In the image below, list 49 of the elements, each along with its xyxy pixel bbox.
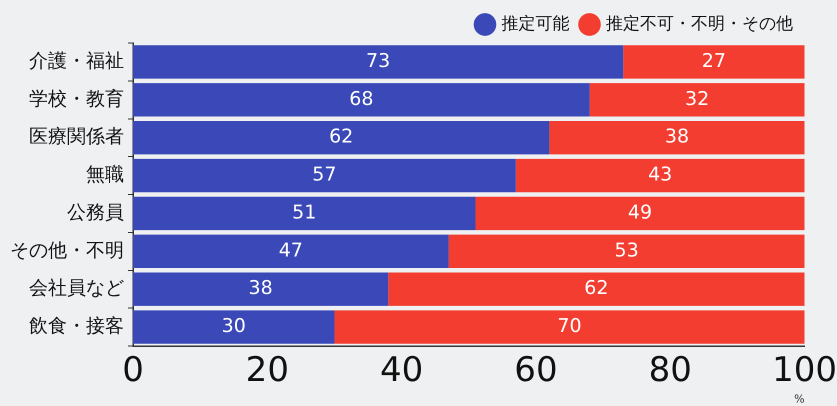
x-tick-label: 40: [380, 350, 424, 390]
bar: [133, 310, 334, 344]
x-tick-label: 20: [246, 350, 289, 390]
x-tick-label: 0: [122, 350, 144, 390]
y-tick-label: 無職: [86, 164, 124, 186]
data-label: 38: [248, 277, 273, 300]
bar: [133, 83, 590, 116]
y-tick-label: 学校・教育: [29, 88, 124, 110]
data-label: 32: [685, 88, 710, 110]
data-label: 57: [312, 164, 336, 186]
y-tick-label: その他・不明: [10, 239, 124, 262]
bar: [334, 310, 805, 344]
bar: [448, 234, 805, 268]
legend-label: 推定可能: [502, 14, 570, 34]
data-label: 62: [329, 126, 354, 148]
data-label: 27: [702, 50, 726, 72]
legend-label: 推定不可・不明・その他: [606, 14, 793, 34]
bar: [388, 272, 805, 306]
y-tick-label: 医療関係者: [29, 126, 124, 148]
bar: [133, 45, 624, 79]
y-tick-label: 飲食・接客: [29, 315, 124, 337]
x-axis-title: %: [794, 392, 805, 406]
data-label: 38: [664, 126, 690, 148]
y-tick-label: 公務員: [67, 201, 124, 224]
data-label: 51: [292, 201, 316, 224]
bar: [133, 158, 516, 192]
data-label: 53: [614, 239, 639, 262]
bar: [549, 121, 805, 154]
data-label: 73: [366, 50, 390, 72]
data-label: 68: [349, 88, 374, 110]
bar: [475, 196, 805, 230]
data-label: 70: [557, 315, 582, 337]
data-label: 43: [648, 164, 672, 186]
bar: [133, 234, 449, 268]
bar: [590, 83, 805, 116]
bar: [133, 272, 388, 306]
bar: [133, 196, 476, 230]
x-tick-label: 100: [772, 350, 837, 390]
data-label: 49: [628, 201, 652, 224]
x-tick-label: 60: [514, 350, 558, 390]
x-tick-label: 80: [648, 350, 692, 390]
bar: [516, 158, 805, 192]
y-tick-label: 介護・福祉: [29, 50, 124, 72]
bar: [623, 45, 805, 79]
data-label: 47: [278, 239, 303, 262]
data-label: 62: [584, 277, 608, 300]
data-label: 30: [222, 315, 246, 337]
bar: [133, 121, 550, 154]
y-tick-label: 会社員など: [29, 277, 124, 300]
